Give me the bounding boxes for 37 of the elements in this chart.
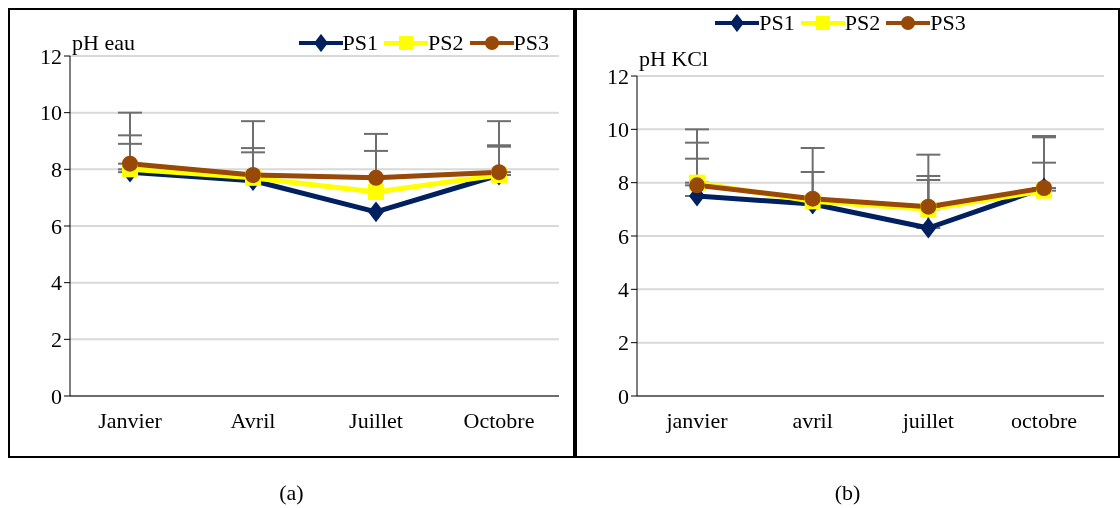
legend-label: PS1 [342, 30, 379, 56]
text: (a) [278, 480, 305, 506]
legend-label: PS1 [759, 10, 795, 36]
y-axis-title: pH KCl [639, 46, 709, 72]
y-tick-label: 10 [607, 117, 629, 143]
x-tick-label: Juillet [349, 407, 403, 433]
y-tick-label: 2 [51, 327, 62, 353]
legend-label: PS3 [513, 30, 549, 56]
y-tick-label: 12 [607, 63, 629, 89]
y-tick-label: 2 [618, 330, 629, 356]
legend-label: PS3 [930, 10, 966, 36]
x-tick-label: juillet [901, 407, 954, 433]
y-tick-label: 4 [51, 270, 62, 296]
y-tick-label: 4 [618, 277, 629, 303]
y-axis-title: pH eau [72, 30, 135, 56]
y-tick-label: 6 [618, 223, 629, 249]
x-tick-label: avril [792, 407, 833, 433]
legend-label: PS2 [844, 10, 881, 36]
point [122, 155, 138, 172]
point [368, 169, 384, 186]
point [368, 201, 384, 223]
y-tick-label: 8 [618, 170, 629, 196]
y-tick-label: 10 [40, 100, 62, 126]
y-tick-label: 12 [40, 43, 62, 69]
x-tick-label: janvier [665, 407, 729, 433]
legend-label: PS2 [428, 30, 464, 56]
x-tick-label: Avril [230, 407, 276, 433]
y-tick-label: 0 [51, 383, 62, 409]
y-tick-label: 8 [51, 157, 62, 183]
y-tick-label: 0 [618, 383, 629, 409]
x-tick-label: octobre [1011, 407, 1077, 433]
x-tick-label: Octobre [463, 407, 535, 433]
point [920, 217, 937, 239]
x-tick-label: Janvier [98, 407, 163, 433]
text: (b) [833, 480, 862, 506]
y-tick-label: 6 [51, 213, 62, 239]
point [368, 184, 384, 200]
